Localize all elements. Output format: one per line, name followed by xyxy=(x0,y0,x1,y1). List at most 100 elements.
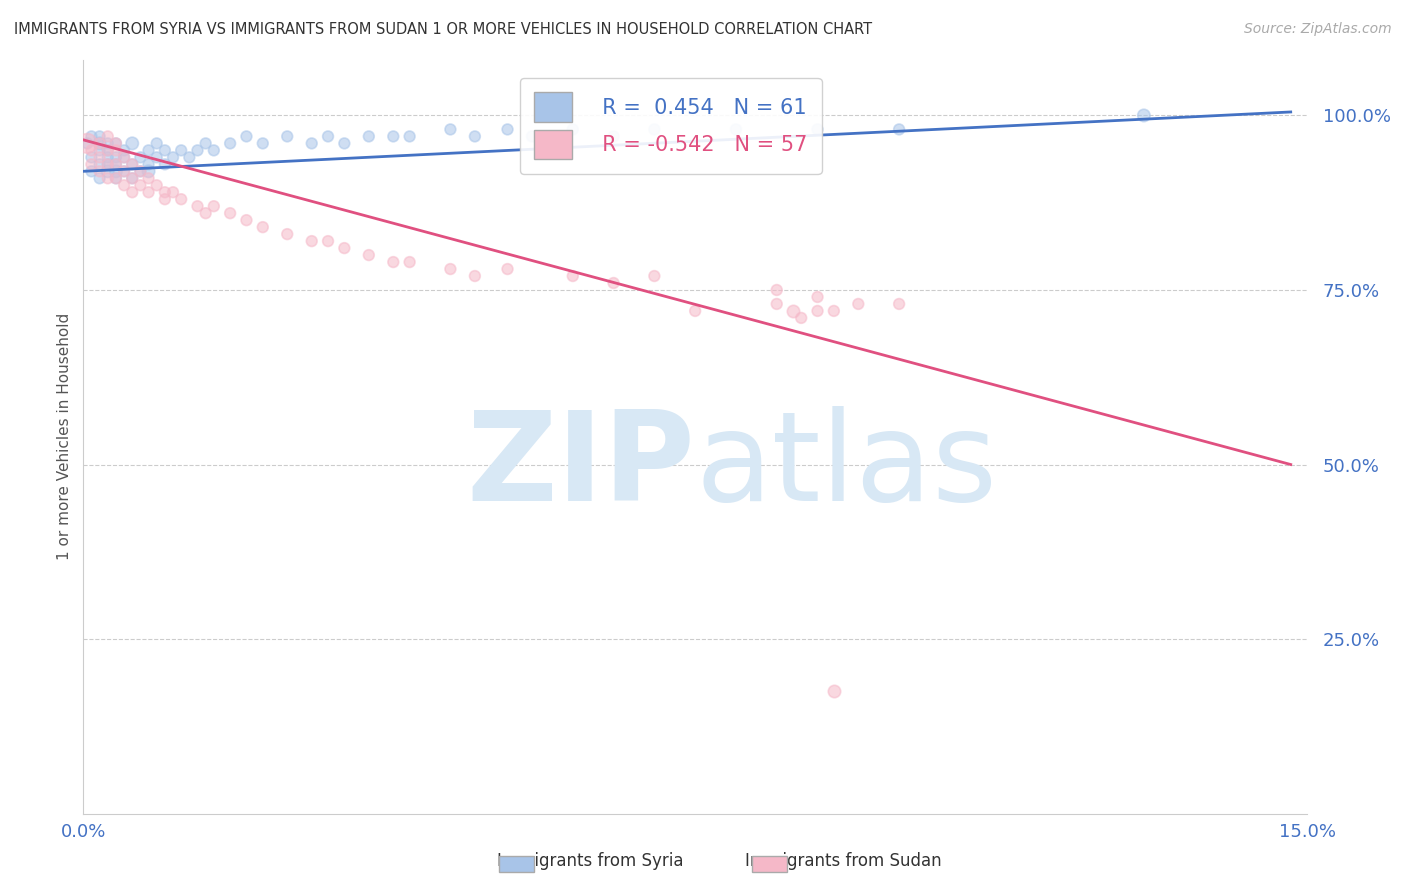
Point xyxy=(179,150,201,164)
Point xyxy=(112,150,135,164)
Point xyxy=(219,136,242,151)
Point xyxy=(80,144,103,158)
Point xyxy=(162,150,184,164)
Point xyxy=(643,268,665,283)
Point xyxy=(97,144,120,158)
Point xyxy=(97,157,120,171)
Point xyxy=(76,136,98,151)
Point xyxy=(153,144,176,158)
Point xyxy=(357,248,380,262)
Point xyxy=(89,171,111,186)
Point xyxy=(602,276,624,290)
Point xyxy=(316,129,339,144)
Point xyxy=(602,129,624,144)
Point xyxy=(89,164,111,178)
Point xyxy=(104,157,127,171)
Point xyxy=(765,297,787,311)
Point xyxy=(333,136,356,151)
Point xyxy=(112,178,135,193)
Point xyxy=(89,136,111,151)
Point xyxy=(643,122,665,136)
Point xyxy=(301,234,323,248)
Point xyxy=(464,129,486,144)
Point xyxy=(561,268,583,283)
Point xyxy=(138,157,160,171)
Point xyxy=(138,186,160,200)
Point xyxy=(138,164,160,178)
Point xyxy=(89,144,111,158)
Point xyxy=(170,144,193,158)
Point xyxy=(823,304,845,318)
Point xyxy=(104,136,127,151)
Point xyxy=(129,178,152,193)
Point xyxy=(333,241,356,255)
Point xyxy=(382,255,405,269)
Point xyxy=(301,136,323,151)
Point xyxy=(97,129,120,144)
Point xyxy=(138,171,160,186)
Point xyxy=(104,136,127,151)
Point xyxy=(252,220,274,235)
Point xyxy=(186,144,208,158)
Point xyxy=(97,157,120,171)
Point xyxy=(145,178,167,193)
Point xyxy=(97,171,120,186)
Point xyxy=(194,206,217,220)
Point xyxy=(219,206,242,220)
Point xyxy=(104,144,127,158)
Point xyxy=(104,171,127,186)
Point xyxy=(76,136,98,151)
Point xyxy=(520,129,543,144)
Point xyxy=(823,684,845,698)
Point xyxy=(121,157,143,171)
Point xyxy=(112,164,135,178)
Text: Immigrants from Sudan: Immigrants from Sudan xyxy=(745,852,942,870)
Point xyxy=(121,186,143,200)
Point xyxy=(496,122,519,136)
Point xyxy=(104,171,127,186)
Point xyxy=(806,122,828,136)
Point xyxy=(153,186,176,200)
Point xyxy=(1133,108,1156,122)
Point xyxy=(790,310,813,325)
Point xyxy=(439,262,461,277)
Point xyxy=(398,255,420,269)
Point xyxy=(80,129,103,144)
Point xyxy=(170,192,193,206)
Point xyxy=(806,290,828,304)
Point xyxy=(782,304,804,318)
Point xyxy=(806,304,828,318)
Point xyxy=(398,129,420,144)
Point xyxy=(97,150,120,164)
Point xyxy=(153,157,176,171)
Point xyxy=(316,234,339,248)
Point xyxy=(97,136,120,151)
Point xyxy=(153,192,176,206)
Point xyxy=(202,144,225,158)
Point xyxy=(121,157,143,171)
Text: Immigrants from Syria: Immigrants from Syria xyxy=(498,852,683,870)
Point xyxy=(112,164,135,178)
Point xyxy=(276,129,298,144)
Point xyxy=(112,150,135,164)
Point xyxy=(887,122,910,136)
Text: IMMIGRANTS FROM SYRIA VS IMMIGRANTS FROM SUDAN 1 OR MORE VEHICLES IN HOUSEHOLD C: IMMIGRANTS FROM SYRIA VS IMMIGRANTS FROM… xyxy=(14,22,872,37)
Y-axis label: 1 or more Vehicles in Household: 1 or more Vehicles in Household xyxy=(58,313,72,560)
Point xyxy=(89,150,111,164)
Point xyxy=(104,157,127,171)
Text: ZIP: ZIP xyxy=(467,406,695,527)
Point xyxy=(121,171,143,186)
Point xyxy=(89,129,111,144)
Point xyxy=(80,150,103,164)
Point xyxy=(464,268,486,283)
Point xyxy=(724,122,747,136)
Point xyxy=(129,164,152,178)
Point xyxy=(104,164,127,178)
Point xyxy=(89,157,111,171)
Point xyxy=(235,129,257,144)
Point xyxy=(97,144,120,158)
Point xyxy=(97,164,120,178)
Point xyxy=(235,213,257,227)
Point xyxy=(138,144,160,158)
Point xyxy=(129,150,152,164)
